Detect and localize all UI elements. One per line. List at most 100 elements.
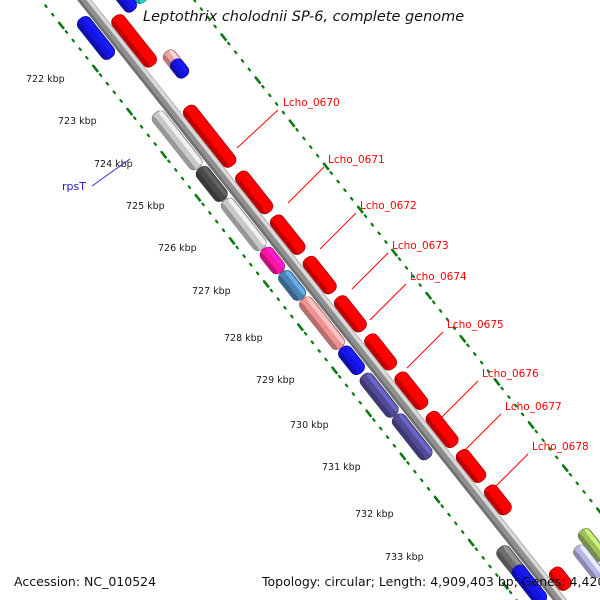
feature-body[interactable] bbox=[268, 212, 308, 257]
feature-body[interactable] bbox=[109, 12, 159, 70]
feature-blue-1[interactable] bbox=[75, 14, 117, 62]
feature-body[interactable] bbox=[390, 411, 435, 462]
axis-tick-label: 733 kbp bbox=[385, 552, 424, 563]
feature-forward-5[interactable] bbox=[301, 254, 339, 297]
feature-Lcho_0676[interactable] bbox=[336, 343, 367, 377]
forward-strand-feature-group[interactable] bbox=[73, 0, 574, 593]
feature-body[interactable] bbox=[168, 56, 191, 80]
axis-tick-label: 728 kbp bbox=[224, 333, 263, 344]
axis-tick-label: 732 kbp bbox=[355, 509, 394, 520]
backbone-highlight bbox=[86, 0, 567, 600]
gene-label-Lcho_0672[interactable]: Lcho_0672 bbox=[360, 200, 417, 212]
gene-label-Lcho_0671[interactable]: Lcho_0671 bbox=[328, 154, 385, 166]
feature-blue-3[interactable] bbox=[168, 56, 191, 80]
feature-forward-6[interactable] bbox=[332, 293, 369, 335]
gene-label-Lcho_0673[interactable]: Lcho_0673 bbox=[392, 240, 449, 252]
feature-Lcho_0672[interactable] bbox=[219, 195, 269, 253]
gene-label-Lcho_0676[interactable]: Lcho_0676 bbox=[482, 368, 539, 380]
feature-body[interactable] bbox=[276, 268, 308, 303]
outer-strand-feature-group[interactable] bbox=[31, 0, 550, 600]
feature-body[interactable] bbox=[150, 108, 205, 172]
feature-highlight bbox=[310, 256, 337, 289]
feature-green-b[interactable] bbox=[576, 526, 600, 564]
feature-body[interactable] bbox=[301, 254, 339, 297]
feature-shadow bbox=[425, 417, 451, 448]
coordinate-arc-dots-0 bbox=[192, 0, 600, 514]
axis-tick-label: 724 kbp bbox=[94, 159, 133, 170]
feature-shadow bbox=[220, 203, 259, 251]
feature-highlight bbox=[159, 110, 203, 165]
axis-tick-label: 722 kbp bbox=[26, 74, 65, 85]
feature-body[interactable] bbox=[336, 343, 367, 377]
gene-label-Lcho_0677[interactable]: Lcho_0677 bbox=[505, 401, 562, 413]
feature-body[interactable] bbox=[392, 369, 430, 412]
feature-shadow bbox=[195, 172, 220, 202]
feature-forward-1[interactable] bbox=[109, 12, 159, 70]
axis-tick-label: 723 kbp bbox=[58, 116, 97, 127]
feature-forward-7[interactable] bbox=[362, 331, 399, 373]
leader-line-Lcho_0671 bbox=[287, 166, 325, 204]
genome-backbone bbox=[77, 0, 568, 600]
feature-forward-2[interactable] bbox=[181, 102, 239, 169]
feature-shadow bbox=[549, 572, 564, 591]
leader-line-Lcho_0674 bbox=[369, 283, 407, 321]
feature-body[interactable] bbox=[362, 331, 399, 373]
feature-body[interactable] bbox=[423, 409, 460, 451]
feature-Lcho_0677[interactable] bbox=[357, 370, 401, 419]
feature-forward-3[interactable] bbox=[233, 168, 275, 216]
feature-body[interactable] bbox=[332, 293, 369, 335]
leader-line-Lcho_0673 bbox=[351, 252, 389, 290]
feature-body[interactable] bbox=[233, 168, 275, 216]
gene-label-Lcho_0678[interactable]: Lcho_0678 bbox=[532, 441, 589, 453]
feature-body[interactable] bbox=[258, 245, 288, 277]
feature-forward-4[interactable] bbox=[268, 212, 308, 257]
feature-highlight bbox=[277, 214, 306, 250]
feature-body[interactable] bbox=[109, 0, 150, 6]
gene-label-Lcho_0674[interactable]: Lcho_0674 bbox=[410, 271, 467, 283]
feature-shadow bbox=[364, 339, 390, 371]
feature-shadow bbox=[270, 220, 298, 255]
feature-highlight bbox=[176, 58, 189, 74]
feature-Lcho_0674[interactable] bbox=[276, 268, 308, 303]
feature-shadow bbox=[77, 22, 108, 60]
gene-label-Lcho_0670[interactable]: Lcho_0670 bbox=[283, 97, 340, 109]
feature-body[interactable] bbox=[482, 482, 514, 517]
feature-body[interactable] bbox=[219, 195, 269, 253]
feature-Lcho_0671[interactable] bbox=[194, 164, 230, 204]
inner-strand-feature-group[interactable] bbox=[101, 0, 600, 580]
feature-Lcho_0675[interactable] bbox=[297, 294, 347, 352]
feature-blue-2[interactable] bbox=[101, 0, 139, 15]
feature-highlight bbox=[432, 411, 459, 443]
feature-Lcho_0670[interactable] bbox=[150, 108, 205, 172]
feature-shadow bbox=[391, 419, 425, 461]
feature-body[interactable] bbox=[101, 0, 139, 15]
feature-forward-8[interactable] bbox=[392, 369, 430, 412]
feature-body[interactable] bbox=[194, 164, 230, 204]
feature-cyan-2[interactable] bbox=[109, 0, 150, 6]
gene-symbol-rpsT[interactable]: rpsT bbox=[62, 180, 86, 193]
leader-line-Lcho_0675 bbox=[406, 331, 444, 369]
gene-label-Lcho_0675[interactable]: Lcho_0675 bbox=[447, 319, 504, 331]
feature-bottom-blue[interactable] bbox=[509, 562, 549, 600]
page-title: Leptothrix cholodnii SP-6, complete geno… bbox=[143, 9, 464, 25]
feature-forward-9[interactable] bbox=[423, 409, 460, 451]
gene-label-group[interactable]: Lcho_0670 Lcho_0671 Lcho_0672 Lcho_0673 Lcho… bbox=[62, 97, 589, 491]
feature-highlight bbox=[519, 564, 547, 600]
feature-body[interactable] bbox=[454, 447, 489, 485]
feature-forward-10[interactable] bbox=[454, 447, 489, 485]
feature-body[interactable] bbox=[509, 562, 549, 600]
feature-body[interactable] bbox=[75, 14, 117, 62]
feature-highlight bbox=[580, 545, 600, 573]
feature-Lcho_0678[interactable] bbox=[390, 411, 435, 462]
feature-body[interactable] bbox=[357, 370, 401, 419]
feature-body[interactable] bbox=[547, 564, 574, 593]
feature-Lcho_0673[interactable] bbox=[258, 245, 288, 277]
axis-tick-label: 731 kbp bbox=[322, 462, 361, 473]
feature-body[interactable] bbox=[297, 294, 347, 352]
axis-tick-label: 725 kbp bbox=[126, 201, 165, 212]
feature-forward-12[interactable] bbox=[547, 564, 574, 593]
genome-summary-label: Topology: circular; Length: 4,909,403 bp… bbox=[261, 574, 600, 589]
feature-body[interactable] bbox=[181, 102, 239, 169]
feature-forward-11[interactable] bbox=[482, 482, 514, 517]
